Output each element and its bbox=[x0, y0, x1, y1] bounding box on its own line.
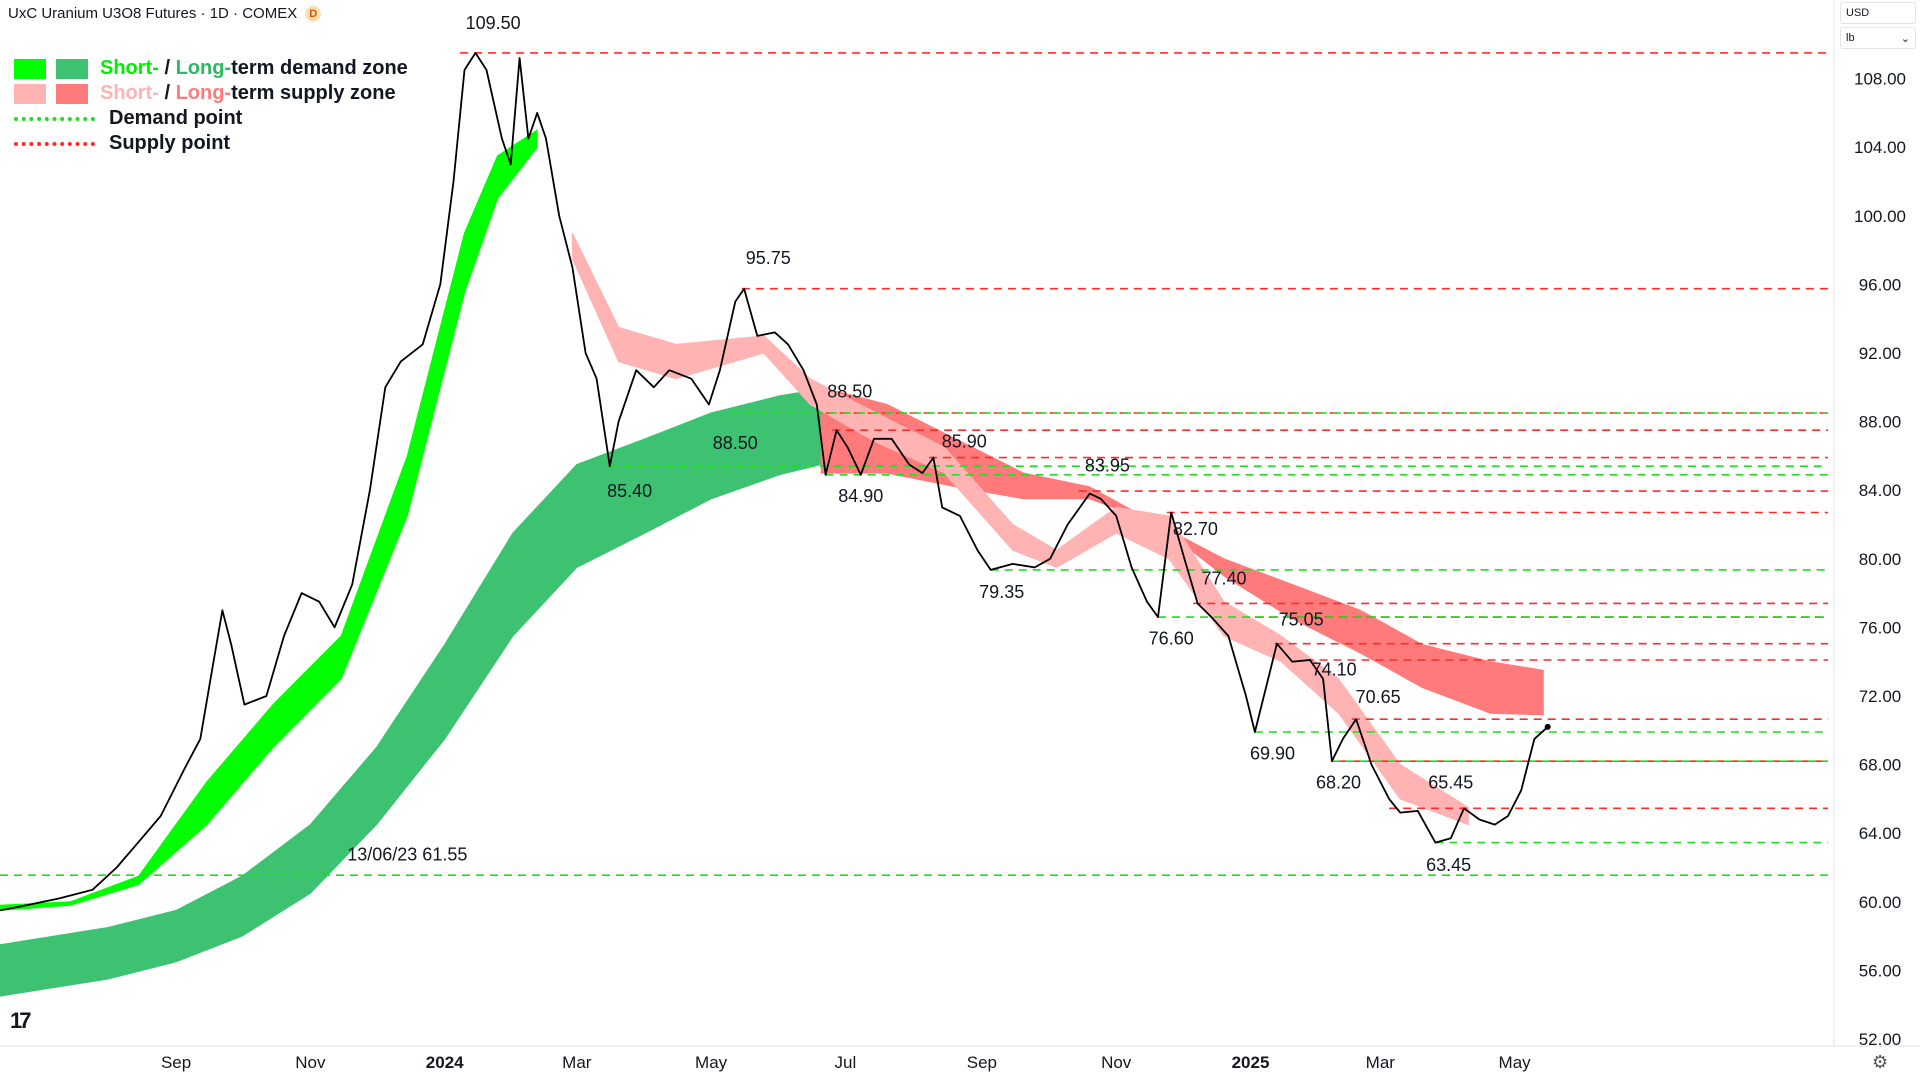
x-tick-label: Sep bbox=[967, 1053, 997, 1072]
settings-gear-icon[interactable]: ⚙ bbox=[1872, 1052, 1889, 1072]
supply-point-label: 88.50 bbox=[827, 382, 872, 402]
price-axis: 108.00 104.00 100.00 96.00 92.00 88.00 84.00 80… bbox=[1854, 70, 1906, 1049]
legend-sep-text: / bbox=[158, 82, 176, 104]
x-tick-label: Sep bbox=[161, 1053, 191, 1072]
levels-layer bbox=[0, 52, 1828, 877]
x-tick-label: Nov bbox=[1101, 1053, 1132, 1072]
x-tick-label: 2024 bbox=[426, 1053, 464, 1072]
short-term-supply-zone bbox=[571, 232, 1469, 826]
supply-point-label: 95.75 bbox=[746, 248, 791, 268]
demand-point-label: 68.20 bbox=[1316, 773, 1361, 793]
legend-sep-text: / bbox=[158, 57, 176, 79]
last-price-dot bbox=[1544, 723, 1551, 730]
short-term-demand-zone bbox=[0, 129, 538, 911]
y-tick-label: 100.00 bbox=[1854, 207, 1906, 226]
supply-point-label: 77.40 bbox=[1201, 569, 1246, 589]
demand-point-label: 69.90 bbox=[1250, 744, 1295, 764]
unit-selector[interactable]: lb ⌄ bbox=[1840, 27, 1916, 49]
chart-header: UxC Uranium U3O8 Futures · 1D · COMEX D bbox=[8, 5, 322, 22]
x-tick-label: May bbox=[1499, 1053, 1532, 1072]
y-tick-label: 56.00 bbox=[1859, 961, 1902, 980]
short-supply-swatch bbox=[14, 83, 46, 104]
long-term-supply-zone bbox=[820, 386, 1544, 716]
legend-short-text: Short- bbox=[100, 57, 159, 79]
legend-demand-zone: Short- / Long- term demand zone bbox=[14, 56, 408, 81]
zones-layer bbox=[0, 129, 1544, 997]
y-tick-label: 72.00 bbox=[1859, 687, 1902, 706]
demand-point-swatch bbox=[14, 116, 95, 121]
legend-supply-point: Supply point bbox=[14, 131, 408, 156]
supply-point-label: 65.45 bbox=[1428, 773, 1473, 793]
demand-point-label: 85.40 bbox=[607, 481, 652, 501]
time-axis: Sep Nov 2024 Mar May Jul Sep Nov 2025 Mar May bbox=[161, 1053, 1531, 1072]
legend-supply-zone: Short- / Long- term supply zone bbox=[14, 81, 408, 106]
legend-short-text: Short- bbox=[100, 82, 159, 104]
symbol-title[interactable]: UxC Uranium U3O8 Futures · 1D · COMEX bbox=[8, 5, 298, 22]
demand-point-label: 63.45 bbox=[1426, 855, 1471, 875]
y-tick-label: 52.00 bbox=[1859, 1030, 1902, 1049]
supply-point-label: 85.90 bbox=[942, 431, 987, 451]
currency-label: USD bbox=[1846, 7, 1870, 19]
unit-label: lb bbox=[1846, 32, 1855, 44]
legend: Short- / Long- term demand zone Short- /… bbox=[14, 56, 408, 156]
legend-long-text: Long- bbox=[175, 82, 232, 104]
long-demand-swatch bbox=[56, 58, 88, 79]
supply-point-label: 74.10 bbox=[1312, 659, 1357, 679]
y-tick-label: 88.00 bbox=[1859, 413, 1902, 432]
legend-demand-point-text: Demand point bbox=[109, 107, 243, 129]
demand-point-label: 76.60 bbox=[1149, 629, 1194, 649]
supply-point-label: 75.05 bbox=[1279, 610, 1324, 630]
y-tick-label: 80.00 bbox=[1859, 550, 1902, 569]
demand-point-label: 79.35 bbox=[979, 582, 1024, 602]
price-layer bbox=[0, 52, 1551, 912]
y-tick-label: 76.00 bbox=[1859, 618, 1902, 637]
price-line bbox=[0, 52, 1549, 912]
supply-point-label: 83.95 bbox=[1085, 455, 1130, 475]
supply-point-swatch bbox=[14, 141, 95, 146]
legend-supply-point-text: Supply point bbox=[109, 132, 231, 154]
level-labels-layer: 109.50 95.75 88.50 85.90 83.95 82.70 77.40 75.0… bbox=[347, 13, 1473, 875]
y-tick-label: 60.00 bbox=[1859, 893, 1902, 912]
y-tick-label: 104.00 bbox=[1854, 138, 1906, 157]
supply-point-label: 82.70 bbox=[1173, 519, 1218, 539]
long-supply-swatch bbox=[56, 83, 88, 104]
legend-demand-point: Demand point bbox=[14, 106, 408, 131]
y-tick-label: 96.00 bbox=[1859, 275, 1902, 294]
x-tick-label: Nov bbox=[295, 1053, 326, 1072]
demand-point-label: 13/06/23 61.55 bbox=[347, 845, 467, 865]
data-badge[interactable]: D bbox=[305, 5, 322, 22]
demand-point-label: 84.90 bbox=[838, 486, 883, 506]
y-tick-label: 92.00 bbox=[1859, 344, 1902, 363]
chevron-down-icon: ⌄ bbox=[1900, 32, 1910, 45]
supply-point-label: 70.65 bbox=[1356, 687, 1401, 707]
y-tick-label: 108.00 bbox=[1854, 70, 1906, 89]
y-tick-label: 84.00 bbox=[1859, 481, 1902, 500]
currency-selector[interactable]: USD bbox=[1840, 2, 1916, 24]
x-tick-label: May bbox=[695, 1053, 728, 1072]
legend-long-text: Long- bbox=[175, 57, 232, 79]
y-tick-label: 64.00 bbox=[1859, 824, 1902, 843]
demand-point-label: 88.50 bbox=[713, 433, 758, 453]
y-tick-label: 68.00 bbox=[1859, 756, 1902, 775]
x-tick-label: Jul bbox=[835, 1053, 857, 1072]
x-tick-label: 2025 bbox=[1232, 1053, 1270, 1072]
x-tick-label: Mar bbox=[562, 1053, 592, 1072]
tradingview-logo-icon[interactable]: 17 bbox=[10, 1008, 32, 1033]
supply-point-label: 109.50 bbox=[466, 13, 521, 33]
short-demand-swatch bbox=[14, 58, 46, 79]
legend-supply-zone-text: term supply zone bbox=[231, 82, 396, 104]
legend-demand-zone-text: term demand zone bbox=[231, 57, 408, 79]
x-tick-label: Mar bbox=[1366, 1053, 1396, 1072]
